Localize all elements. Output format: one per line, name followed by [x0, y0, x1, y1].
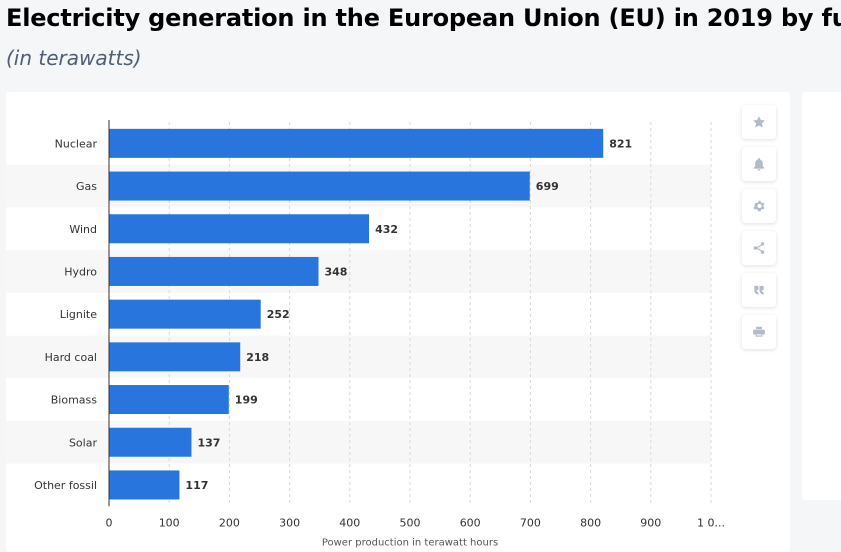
bar [109, 299, 261, 329]
bell-icon [753, 158, 765, 171]
chart-card: 0 100 200 300 400 500 600 700 800 900 1 0... Nuclea… [6, 92, 790, 552]
bar [109, 256, 319, 286]
x-axis-label: Power production in terawatt hours [322, 537, 498, 548]
data-label: 432 [375, 223, 398, 236]
category-label: Gas [76, 180, 97, 193]
x-tick-label: 1 0... [697, 516, 725, 529]
category-label: Other fossil [34, 479, 97, 492]
quote-icon [754, 285, 764, 295]
category-label: Biomass [51, 394, 98, 407]
bar [109, 427, 192, 457]
category-label: Hard coal [45, 351, 97, 364]
page-title: Electricity generation in the European U… [6, 4, 841, 32]
share-icon [753, 242, 765, 254]
bar [109, 385, 229, 415]
data-label: 821 [609, 137, 632, 150]
data-label: 218 [246, 351, 269, 364]
x-tick-label: 300 [279, 516, 300, 529]
data-label: 117 [185, 479, 208, 492]
x-tick-label: 700 [520, 516, 541, 529]
data-label: 137 [197, 436, 220, 449]
x-tick-label: 400 [339, 516, 360, 529]
page-subtitle: (in terawatts) [6, 46, 142, 70]
bar-chart: 0 100 200 300 400 500 600 700 800 900 1 0... Nuclea… [6, 120, 725, 548]
x-tick-label: 200 [219, 516, 240, 529]
category-label: Wind [69, 223, 97, 236]
x-tick-label: 0 [106, 516, 113, 529]
category-label: Lignite [60, 308, 98, 321]
category-label: Hydro [64, 265, 97, 278]
x-tick-label: 600 [460, 516, 481, 529]
cite-button[interactable] [742, 273, 776, 307]
bar [109, 128, 604, 158]
x-tick-label: 900 [640, 516, 661, 529]
share-button[interactable] [742, 231, 776, 265]
favorite-button[interactable] [742, 105, 776, 139]
category-label: Nuclear [55, 137, 98, 150]
star-icon [753, 116, 765, 128]
bar [109, 342, 241, 372]
data-label: 348 [324, 265, 347, 278]
x-tick-label: 500 [400, 516, 421, 529]
bar [109, 214, 370, 244]
print-button[interactable] [742, 315, 776, 349]
x-tick-label: 100 [159, 516, 180, 529]
gear-icon [753, 200, 765, 212]
notification-button[interactable] [742, 147, 776, 181]
category-label: Solar [69, 436, 98, 449]
print-icon [753, 326, 765, 337]
settings-button[interactable] [742, 189, 776, 223]
bar [109, 470, 180, 500]
bar [109, 171, 530, 201]
data-label: 252 [267, 308, 290, 321]
x-tick-label: 800 [580, 516, 601, 529]
data-label: 699 [536, 180, 559, 193]
data-label: 199 [235, 394, 258, 407]
side-panel [802, 92, 841, 500]
